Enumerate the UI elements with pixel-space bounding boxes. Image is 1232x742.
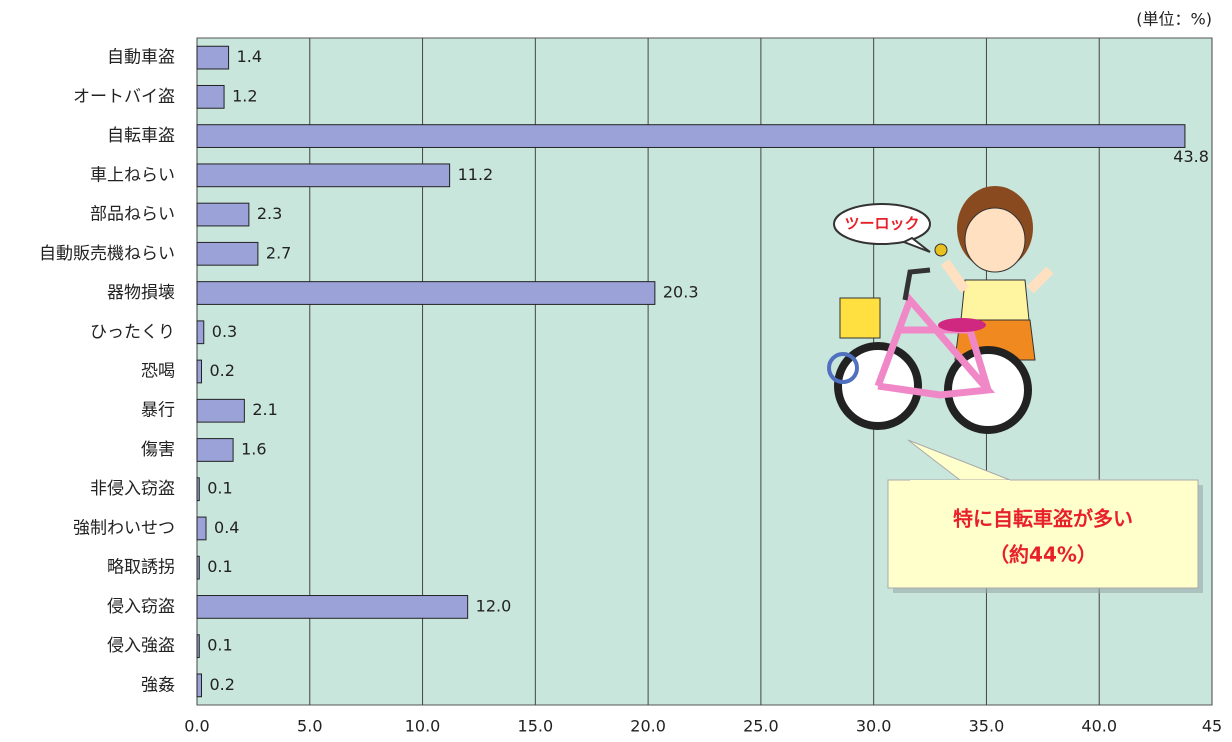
y-tick-label: 侵入強盗	[107, 636, 175, 656]
annotation: （約44%）	[989, 543, 1097, 567]
x-tick-label: 45	[1202, 717, 1222, 736]
y-tick-label: 自動車盗	[107, 48, 175, 68]
value-label: 11.2	[458, 165, 494, 184]
bar	[197, 399, 244, 422]
y-tick-label: 暴行	[141, 401, 175, 421]
unit-label: (単位：%)	[1136, 10, 1212, 29]
bar	[197, 596, 468, 619]
y-tick-label: 非侵入窃盗	[90, 479, 175, 499]
value-label: 43.8	[1173, 147, 1209, 166]
x-tick-label: 40.0	[1081, 717, 1117, 736]
bar	[197, 556, 199, 579]
value-label: 2.7	[266, 243, 291, 262]
y-tick-label: 器物損壊	[107, 283, 175, 303]
bar	[197, 321, 204, 344]
value-label: 20.3	[663, 283, 699, 302]
x-tick-label: 20.0	[630, 717, 666, 736]
y-tick-label: 略取誘拐	[107, 558, 175, 578]
value-label: 1.4	[237, 47, 262, 66]
x-tick-label: 0.0	[184, 717, 209, 736]
value-label: 0.1	[207, 479, 232, 498]
y-tick-label: 自転車盗	[107, 126, 175, 146]
bar	[197, 164, 450, 187]
value-label: 0.1	[207, 557, 232, 576]
x-tick-label: 10.0	[405, 717, 441, 736]
value-label: 12.0	[476, 596, 512, 615]
value-label: 0.3	[212, 322, 237, 341]
y-tick-label: 強制わいせつ	[73, 518, 175, 538]
speech-bubble: ツーロック	[844, 215, 919, 233]
x-tick-label: 5.0	[297, 717, 322, 736]
value-label: 0.2	[210, 675, 235, 694]
y-tick-label: 傷害	[141, 440, 175, 460]
bar	[197, 203, 249, 226]
y-tick-label: 恐喝	[141, 362, 175, 382]
value-label: 2.3	[257, 204, 282, 223]
x-tick-label: 35.0	[969, 717, 1005, 736]
y-tick-label: 侵入窃盗	[107, 597, 175, 617]
y-tick-label: ひったくり	[90, 322, 175, 342]
value-label: 1.6	[241, 439, 266, 458]
value-label: 0.1	[207, 636, 232, 655]
y-tick-label: オートバイ盗	[73, 87, 175, 107]
value-label: 1.2	[232, 86, 257, 105]
x-tick-label: 15.0	[518, 717, 554, 736]
bar	[197, 282, 655, 305]
bar	[197, 242, 258, 265]
value-label: 0.4	[214, 518, 239, 537]
bar	[197, 635, 199, 658]
value-label: 0.2	[210, 361, 235, 380]
value-label: 2.1	[252, 400, 277, 419]
bar	[197, 439, 233, 462]
bar	[197, 478, 199, 501]
y-tick-label: 自動販売機ねらい	[39, 244, 175, 264]
bar	[197, 85, 224, 108]
bar	[197, 517, 206, 540]
annotation: 特に自転車盗が多い	[953, 507, 1133, 531]
bar	[197, 360, 202, 383]
chart: (単位：%) ツーロック 特に自転車盗が多い （約44%） 0.0 5.0 10.0…	[0, 0, 1232, 742]
y-tick-label: 強姦	[141, 675, 175, 695]
y-tick-label: 車上ねらい	[90, 165, 175, 185]
bar	[197, 125, 1185, 148]
x-tick-label: 25.0	[743, 717, 779, 736]
x-tick-label: 30.0	[856, 717, 892, 736]
y-tick-label: 部品ねらい	[90, 205, 175, 225]
bar	[197, 674, 202, 697]
bar	[197, 46, 229, 69]
